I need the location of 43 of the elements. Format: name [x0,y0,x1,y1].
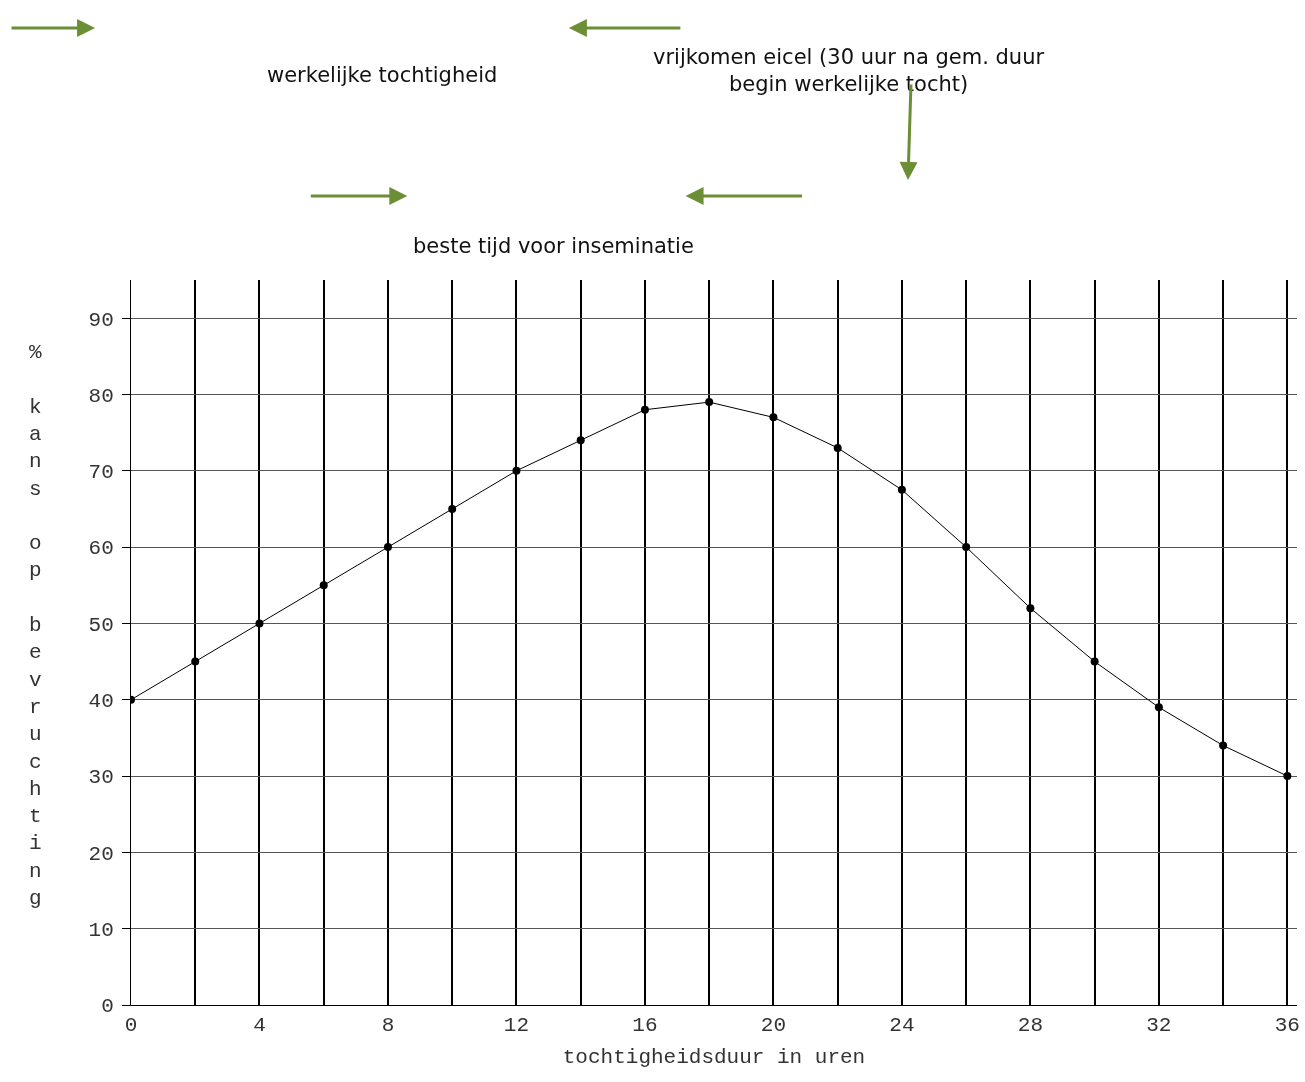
y-tick-label: 10 [88,919,114,943]
x-tick-label: 36 [1274,1014,1300,1038]
y-tick-label: 30 [88,766,114,790]
text: beste tijd voor inseminatie [413,234,694,258]
text: werkelijke tochtigheid [267,63,498,87]
point [191,657,200,666]
y-tick-label: 0 [101,995,114,1019]
y-tick-label: 60 [88,537,114,561]
point [319,581,328,590]
x-tick-label: 28 [1017,1014,1043,1038]
point [448,504,457,513]
x-tick-label: 16 [632,1014,658,1038]
point [576,436,585,445]
x-axis-title: tochtigheidsduur in uren [562,1046,866,1070]
y-tick-label: 50 [88,613,114,637]
point [897,485,906,494]
point [705,398,714,407]
x-tick-label: 24 [889,1014,915,1038]
point [383,543,392,552]
point [1283,772,1292,781]
point [833,443,842,452]
point [255,619,264,628]
point [640,405,649,414]
point [1026,604,1035,613]
x-tick-label: 8 [381,1014,395,1038]
text: % kans op bevruchting [29,341,42,910]
point [769,413,778,422]
y-tick-label: 20 [88,842,114,866]
x-tick-label: 12 [503,1014,530,1038]
point [1154,703,1163,712]
x-tick-label: 0 [124,1014,138,1038]
y-tick-label: 70 [88,461,114,485]
point [1219,741,1228,750]
text: vrijkomen eicel (30 uur na gem. duur begin werkelijke tocht) [653,45,1045,97]
point [962,543,971,552]
x-tick-label: 32 [1146,1014,1172,1038]
point [1090,657,1099,666]
point [512,466,521,475]
y-tick-label: 40 [88,690,114,714]
y-tick-label: 80 [88,384,114,408]
x-tick-label: 4 [253,1014,266,1038]
x-tick-label: 20 [760,1014,787,1038]
y-tick-label: 90 [88,308,114,332]
